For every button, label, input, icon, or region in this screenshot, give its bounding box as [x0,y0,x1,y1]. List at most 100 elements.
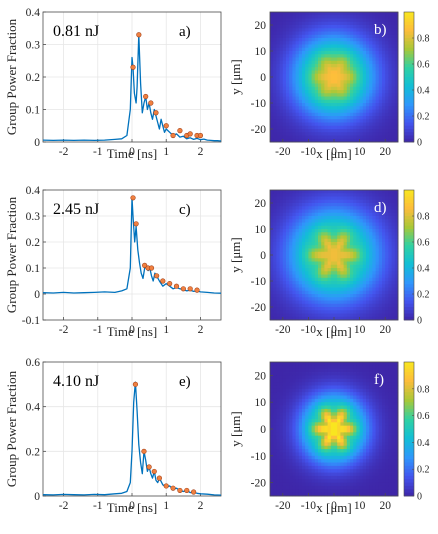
heatmap-cell [337,445,341,450]
heatmap-cell [311,368,316,373]
heatmap-cell [337,138,341,143]
heatmap-cell [330,222,335,227]
heatmap-cell [353,28,357,32]
heatmap-cell [369,112,373,117]
heatmap-cell [295,60,300,65]
heatmap-cell [372,80,376,84]
heatmap-cell [273,268,277,272]
heatmap-cell [388,18,392,23]
heatmap-cell [359,212,364,217]
heatmap-cell [298,18,303,23]
heatmap-cell [350,392,354,396]
heatmap-cell [372,125,376,130]
heatmap-cell [270,103,274,107]
heatmap-cell [327,475,332,480]
heatmap-cell [350,90,354,94]
heatmap-cell [359,34,364,39]
heatmap-cell [378,362,383,366]
heatmap-cell [356,206,360,210]
heatmap-cell [343,106,348,110]
heatmap-cell [359,64,364,68]
heatmap-cell [394,57,399,62]
peak-marker [187,131,193,137]
heatmap-cell [321,310,325,314]
heatmap-cell [385,258,389,262]
heatmap-cell [353,303,357,308]
heatmap-cell [369,405,373,410]
heatmap-cell [321,435,325,440]
heatmap-cell [369,219,373,223]
heatmap-cell [340,212,344,217]
heatmap-cell [385,264,389,269]
heatmap-cell [362,248,367,253]
heatmap-cell [337,489,341,494]
heatmap-cell [372,281,376,285]
colorbar-segment [404,70,414,75]
heatmap-cell [385,112,389,117]
heatmap-cell [276,232,280,236]
heatmap-cell [298,44,303,49]
heatmap-cell [308,422,312,427]
heatmap-cell [388,12,392,16]
heatmap-cell [318,455,322,460]
heatmap-cell [295,485,300,490]
heatmap-cell [302,435,306,440]
heatmap-cell [302,21,306,26]
heatmap-cell [314,229,319,233]
heatmap-cell [375,77,380,81]
heatmap-cell [276,452,280,457]
heatmap-cell [311,132,316,136]
heatmap-cell [324,303,328,308]
heatmap-cell [369,21,373,26]
heatmap-cell [273,449,277,453]
heatmap-cell [270,300,274,305]
heatmap-cell [286,284,290,288]
heatmap-cell [382,405,386,410]
heatmap-cell [382,489,386,494]
heatmap-cell [343,206,348,210]
heatmap-cell [346,64,351,68]
heatmap-cell [388,28,392,32]
colorbar-segment [404,64,414,68]
heatmap-cell [286,103,290,107]
heatmap-cell [391,119,396,123]
heatmap-cell [337,83,341,88]
heatmap-cell [314,129,319,133]
heatmap-cell [289,242,293,246]
heatmap-cell [378,106,383,110]
heatmap-cell [321,106,325,110]
heatmap-cell [350,73,354,78]
heatmap-cell [273,395,277,400]
heatmap-cell [289,222,293,227]
heatmap-cell [372,12,376,16]
heatmap-cell [295,106,300,110]
heatmap-cell [362,190,367,194]
heatmap-cell [289,225,293,230]
heatmap-cell [369,310,373,314]
y-tick-label: -10 [251,276,267,288]
heatmap-cell [302,485,306,490]
heatmap-cell [282,435,287,440]
heatmap-cell [327,125,332,130]
heatmap-cell [279,248,284,253]
heatmap-cell [314,375,319,380]
heatmap-cell [324,445,328,450]
heatmap-cell [346,44,351,49]
heatmap-cell [279,479,284,483]
heatmap-cell [273,300,277,305]
heatmap-cell [292,112,296,117]
heatmap-cell [318,119,322,123]
heatmap-cell [279,435,284,440]
heatmap-cell [324,372,328,376]
heatmap-cell [353,232,357,236]
heatmap-cell [359,225,364,230]
heatmap-cell [311,385,316,390]
heatmap-cell [289,212,293,217]
heatmap-cell [343,51,348,55]
heatmap-cell [279,132,284,136]
heatmap-cell [366,190,370,194]
heatmap-cell [378,73,383,78]
heatmap-cell [378,432,383,437]
colorbar-segment [404,219,414,223]
heatmap-cell [273,425,277,430]
